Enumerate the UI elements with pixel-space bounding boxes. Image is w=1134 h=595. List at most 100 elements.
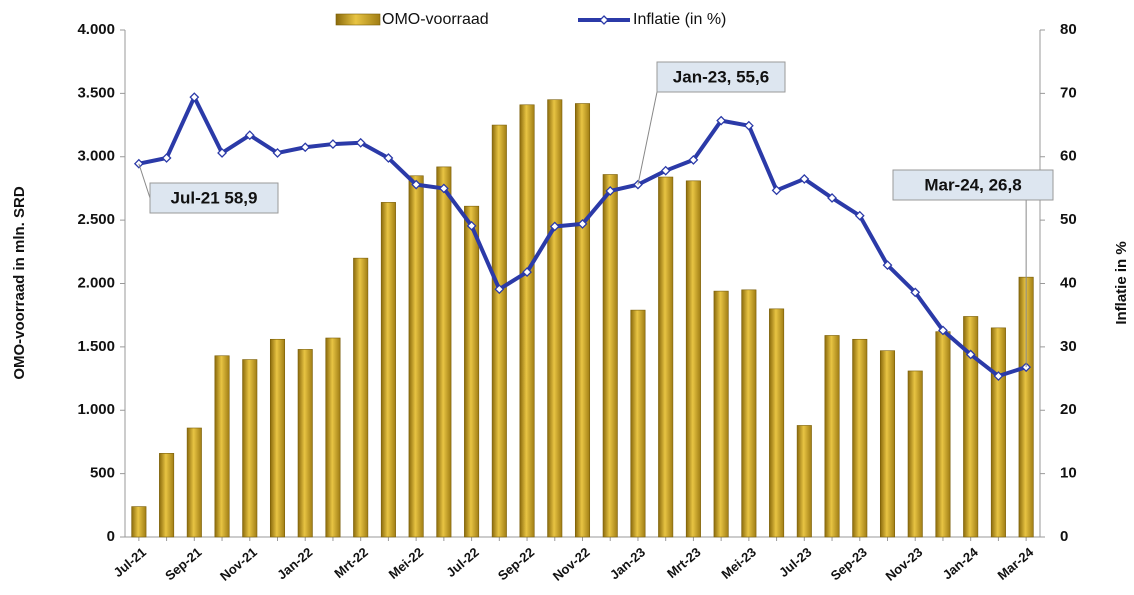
marker bbox=[771, 185, 782, 196]
marker bbox=[743, 120, 754, 131]
bar bbox=[741, 289, 757, 538]
marker bbox=[938, 325, 948, 336]
x-tick-label: Jul-22 bbox=[443, 544, 481, 580]
marker bbox=[161, 153, 172, 163]
marker bbox=[577, 219, 588, 229]
bar bbox=[907, 370, 923, 538]
bar bbox=[685, 180, 701, 538]
legend-label: Inflatie (in %) bbox=[633, 11, 726, 28]
marker bbox=[217, 148, 227, 158]
x-tick-label: Jan-23 bbox=[607, 544, 648, 582]
bar bbox=[269, 338, 286, 538]
bar bbox=[574, 103, 591, 538]
annotation-leader bbox=[138, 163, 151, 199]
marker bbox=[300, 142, 311, 153]
bar bbox=[353, 257, 369, 538]
y-tick-label: 1.500 bbox=[77, 338, 115, 355]
x-tick-label: Mei-22 bbox=[386, 544, 427, 582]
y2-tick-label: 40 bbox=[1060, 274, 1077, 291]
marker bbox=[605, 186, 616, 196]
bar bbox=[879, 350, 896, 538]
legend-swatch bbox=[335, 13, 381, 26]
marker bbox=[660, 165, 671, 176]
annotation-leader bbox=[637, 91, 658, 185]
marker bbox=[993, 371, 1004, 381]
marker bbox=[522, 267, 532, 278]
annotation: Jul-21 58,9 bbox=[171, 188, 258, 207]
legend-label: OMO-voorraad bbox=[382, 11, 489, 28]
x-tick-label: Mar-24 bbox=[995, 544, 1037, 583]
bar bbox=[214, 355, 230, 538]
bar bbox=[796, 425, 812, 538]
y2-tick-label: 30 bbox=[1060, 338, 1077, 355]
annotation: Jan-23, 55,6 bbox=[673, 67, 769, 86]
y-axis-title: OMO-voorraad in mln. SRD bbox=[11, 186, 28, 380]
bar bbox=[408, 175, 424, 538]
y2-axis-title: Inflatie in % bbox=[1113, 241, 1130, 324]
y2-tick-label: 10 bbox=[1060, 465, 1077, 482]
bar bbox=[602, 174, 618, 538]
bar bbox=[658, 176, 674, 538]
bar bbox=[131, 506, 147, 538]
y-tick-label: 2.000 bbox=[77, 274, 115, 291]
legend-marker bbox=[599, 15, 609, 25]
annotation-box bbox=[892, 169, 1054, 201]
marker bbox=[549, 221, 560, 232]
bar bbox=[297, 349, 313, 538]
bar bbox=[159, 453, 175, 538]
marker bbox=[189, 92, 200, 103]
bar bbox=[713, 290, 729, 538]
bar bbox=[963, 316, 979, 538]
y2-tick-label: 20 bbox=[1060, 401, 1077, 418]
marker bbox=[882, 260, 893, 271]
marker bbox=[716, 115, 727, 126]
marker bbox=[799, 174, 810, 184]
bar bbox=[325, 337, 341, 538]
x-tick-label: Sep-21 bbox=[162, 544, 204, 583]
bar bbox=[824, 335, 840, 538]
marker bbox=[854, 210, 865, 221]
x-tick-label: Jan-24 bbox=[940, 544, 982, 582]
y-tick-label: 2.500 bbox=[77, 211, 115, 228]
x-tick-label: Nov-21 bbox=[217, 544, 260, 583]
bar bbox=[436, 166, 452, 538]
marker bbox=[438, 183, 449, 194]
marker bbox=[827, 193, 837, 203]
x-tick-label: Jan-22 bbox=[274, 544, 315, 582]
marker bbox=[688, 154, 699, 165]
bar bbox=[186, 427, 202, 538]
y-tick-label: 3.500 bbox=[77, 84, 115, 101]
marker bbox=[965, 349, 976, 360]
bar bbox=[935, 331, 951, 538]
marker bbox=[355, 137, 366, 148]
x-tick-label: Sep-22 bbox=[495, 544, 537, 583]
marker bbox=[466, 220, 477, 231]
y-tick-label: 0 bbox=[107, 528, 115, 545]
marker bbox=[910, 287, 921, 298]
x-tick-label: Mei-23 bbox=[718, 544, 759, 582]
x-tick-label: Sep-23 bbox=[828, 544, 870, 583]
bar bbox=[491, 124, 507, 538]
y2-tick-label: 0 bbox=[1060, 528, 1068, 545]
y-tick-label: 3.000 bbox=[77, 148, 115, 165]
y-tick-label: 500 bbox=[90, 465, 115, 482]
x-tick-label: Nov-23 bbox=[883, 544, 926, 583]
marker bbox=[133, 158, 144, 169]
bar bbox=[380, 202, 396, 538]
marker bbox=[272, 148, 283, 158]
y2-tick-label: 50 bbox=[1060, 211, 1077, 228]
annotation-box bbox=[149, 182, 279, 214]
bar bbox=[630, 309, 646, 538]
marker bbox=[411, 179, 422, 190]
y2-tick-label: 80 bbox=[1060, 21, 1077, 38]
bar bbox=[852, 338, 868, 538]
marker bbox=[383, 153, 394, 163]
x-tick-label: Jul-23 bbox=[776, 544, 814, 580]
bar bbox=[242, 359, 258, 538]
bar bbox=[990, 327, 1006, 538]
x-tick-label: Mrt-22 bbox=[331, 544, 371, 581]
y2-tick-label: 70 bbox=[1060, 84, 1077, 101]
marker bbox=[244, 130, 255, 141]
bar bbox=[547, 99, 563, 538]
